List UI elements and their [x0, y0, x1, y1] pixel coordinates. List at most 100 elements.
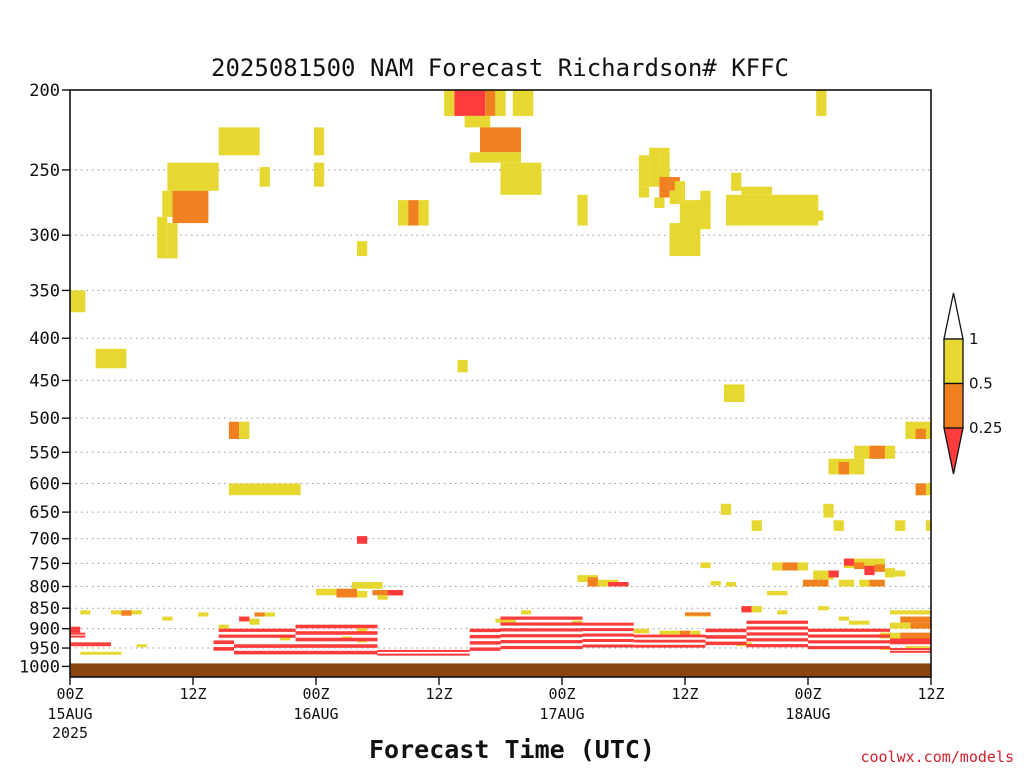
ri-cell [802, 579, 819, 587]
ri-cell [823, 503, 834, 518]
ri-cell [674, 181, 685, 201]
legend-swatch-yellow [943, 338, 964, 385]
x-tick-date: 17AUG [539, 705, 584, 723]
ri-cell [685, 612, 711, 616]
ri-cell [157, 216, 168, 259]
y-tick-label: 950 [29, 639, 60, 659]
ri-cell [218, 127, 260, 156]
x-tick-label: 12Z [179, 685, 206, 703]
ri-cell [198, 612, 209, 617]
ri-streak [469, 641, 501, 645]
ri-streak [746, 620, 808, 624]
ri-cell [869, 579, 885, 587]
richardson-low-level-bands [70, 616, 931, 656]
ri-cell [813, 570, 834, 580]
x-tick-label: 00Z [302, 685, 329, 703]
ri-cell [777, 610, 788, 615]
ri-cell [136, 644, 147, 648]
ri-streak [218, 634, 296, 638]
ri-cell [726, 581, 737, 587]
y-tick-label: 650 [29, 503, 60, 523]
ri-streak [500, 628, 583, 632]
ri-cell [254, 612, 265, 617]
ri-cell [751, 606, 762, 613]
y-tick-label: 250 [29, 161, 60, 181]
ri-cell [890, 610, 931, 615]
ri-streak [890, 650, 931, 653]
pressure-gridlines [70, 169, 931, 667]
ri-cell [633, 628, 650, 634]
ri-streak [746, 638, 808, 642]
ri-cell [910, 622, 931, 629]
ri-cell [659, 147, 670, 178]
ri-cell [679, 630, 691, 637]
ri-cell [859, 579, 870, 587]
ri-streak [234, 650, 378, 655]
ri-streak [633, 634, 706, 638]
ri-streak [890, 648, 931, 651]
ri-streak [808, 646, 890, 650]
ri-cell [485, 90, 496, 116]
ri-cell [700, 190, 711, 211]
ri-cell [264, 612, 275, 617]
ri-cell [659, 177, 670, 198]
ground-surface [70, 663, 931, 677]
y-tick-label: 400 [29, 329, 60, 349]
ri-cell [313, 162, 325, 187]
ri-cell [162, 616, 173, 621]
ri-cell [377, 595, 388, 600]
ri-cell [280, 636, 291, 641]
ri-streak [705, 635, 747, 639]
ri-cell [772, 562, 783, 571]
ri-streak [295, 637, 378, 642]
legend-label: 0.25 [969, 419, 1002, 437]
y-tick-label: 850 [29, 599, 60, 619]
ri-cell [398, 200, 409, 226]
y-tick-label: 1000 [19, 657, 60, 677]
ri-cell [228, 483, 301, 496]
y-tick-label: 750 [29, 554, 60, 574]
ri-cell [95, 348, 127, 369]
ri-streak [377, 649, 470, 652]
ri-streak [213, 640, 234, 645]
ri-cell [741, 606, 752, 613]
y-tick-label: 450 [29, 371, 60, 391]
ri-cell [80, 651, 111, 655]
legend-label: 1 [969, 330, 979, 348]
x-axis-title: Forecast Time (UTC) [369, 735, 655, 764]
x-tick-date: 15AUG [47, 705, 92, 723]
ri-cell [818, 579, 829, 587]
ri-streak [500, 640, 583, 644]
ri-cell [900, 616, 931, 623]
ri-cell [577, 194, 588, 226]
ri-cell [884, 568, 896, 578]
ri-cell [587, 577, 598, 587]
ri-cell [259, 167, 270, 187]
legend-label: 0.5 [969, 375, 993, 393]
legend-arrow-bottom [943, 427, 964, 475]
ri-streak [469, 628, 501, 633]
ri-cell [167, 223, 178, 259]
ri-cell [167, 162, 219, 191]
legend-arrow-top [943, 292, 964, 340]
x-tick-label: 12Z [671, 685, 698, 703]
ri-streak [582, 622, 634, 626]
ri-cell [512, 90, 534, 116]
ri-cell [121, 610, 132, 616]
ri-streak [234, 644, 378, 648]
ri-cell [890, 638, 931, 645]
ri-cell [905, 646, 931, 650]
y-tick-label: 700 [29, 530, 60, 550]
y-tick-label: 350 [29, 281, 60, 301]
y-tick-label: 800 [29, 577, 60, 597]
ri-cell [457, 359, 468, 373]
ri-streak [295, 624, 378, 629]
ri-cell [239, 421, 250, 440]
ri-cell [464, 115, 491, 128]
ri-streak [582, 633, 634, 637]
ri-cell [357, 626, 368, 633]
ri-cell [864, 565, 875, 576]
ri-cell [838, 461, 849, 475]
ri-cell [849, 620, 870, 625]
ri-streak [377, 653, 470, 656]
